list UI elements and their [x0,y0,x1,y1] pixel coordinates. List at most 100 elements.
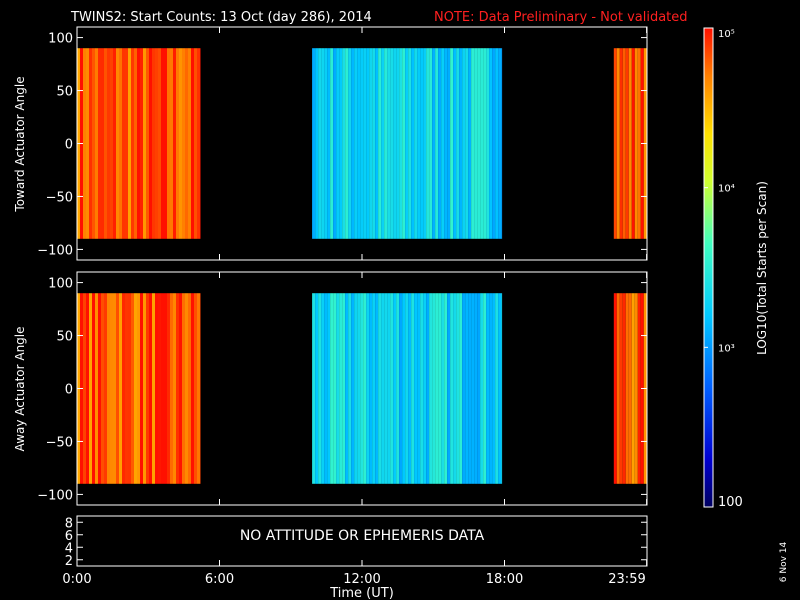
heatmap-cell [86,48,89,239]
heatmap-cell [486,48,490,239]
x-tick-label: 18:00 [486,572,523,587]
toward-y-axis-label: Toward Actuator Angle [13,76,27,212]
heatmap-cell [637,48,641,239]
heatmap-cell [390,293,394,484]
heatmap-cell [342,293,346,484]
heatmap-cell [456,48,460,239]
heatmap-cell [384,293,388,484]
heatmap-cell [98,293,101,484]
heatmap-cell [477,293,481,484]
heatmap-cell [432,48,436,239]
heatmap-cell [149,48,152,239]
y-tick-label: 50 [56,85,73,100]
y-tick-label: 100 [48,277,73,292]
heatmap-cell [98,48,101,239]
heatmap-cell [89,48,92,239]
heatmap-cell [324,293,328,484]
heatmap-cell [465,48,469,239]
side-date: 6 Nov 14 [779,541,789,582]
heatmap-cell [185,293,188,484]
heatmap-cell [113,293,116,484]
colorbar-tick-label: 100 [718,495,743,510]
heatmap-cell [444,293,448,484]
heatmap-cell [456,293,460,484]
heatmap-cell [339,293,343,484]
heatmap-cell [480,293,484,484]
heatmap-cell [426,293,430,484]
heatmap-cell [143,293,146,484]
colorbar-tick-label: 10³ [718,343,735,354]
heatmap-cell [116,48,119,239]
heatmap-cell [417,48,421,239]
preliminary-note: NOTE: Data Preliminary - Not validated [434,10,688,25]
heatmap-cell [420,48,424,239]
heatmap-cell [477,48,481,239]
y-tick-label: −100 [37,243,73,258]
y-tick-label: 0 [65,383,73,398]
x-axis-label: Time (UT) [329,586,394,600]
heatmap-cell [170,48,173,239]
x-tick-label: 12:00 [343,572,380,587]
heatmap-cell [622,48,626,239]
colorbar-ticks: 100 10³ 10⁴ 10⁵ [704,27,743,510]
heatmap-cell [200,293,201,484]
heatmap-cell [411,48,415,239]
heatmap-cell [393,293,397,484]
heatmap-cell [465,293,469,484]
heatmap-cell [360,293,364,484]
info-tick-label: 2 [65,554,73,569]
heatmap-cell [459,293,463,484]
heatmap-cell [315,48,319,239]
heatmap-cell [354,48,358,239]
heatmap-cell [354,293,358,484]
heatmap-cell [489,48,493,239]
heatmap-cell [489,293,493,484]
heatmap-cell [447,48,451,239]
away-heatmap-cells [77,293,648,484]
colorbar-gradient [703,27,714,508]
heatmap-cell [366,293,370,484]
heatmap-cell [628,48,632,239]
heatmap-cell [387,48,391,239]
heatmap-cell [438,293,442,484]
heatmap-cell [447,293,451,484]
heatmap-cell [498,48,502,239]
y-tick-label: 50 [56,330,73,345]
heatmap-cell [363,293,367,484]
heatmap-cell [369,293,373,484]
heatmap-cell [155,293,158,484]
heatmap-cell [462,48,466,239]
heatmap-cell [194,293,197,484]
heatmap-cell [402,293,406,484]
heatmap-cell [321,293,325,484]
heatmap-cell [324,48,328,239]
heatmap-cell [486,293,490,484]
heatmap-cell [480,48,484,239]
heatmap-cell [471,48,475,239]
heatmap-cell [423,48,427,239]
heatmap-cell [110,48,113,239]
heatmap-cell [167,293,170,484]
heatmap-cell [107,293,110,484]
heatmap-cell [188,48,191,239]
heatmap-cell [140,293,143,484]
heatmap-cell [381,293,385,484]
heatmap-cell [158,48,161,239]
heatmap-cell [116,293,119,484]
heatmap-cell [197,293,200,484]
heatmap-cell [200,48,201,239]
heatmap-cell [191,48,194,239]
heatmap-cell [426,48,430,239]
heatmap-cell [164,48,167,239]
heatmap-cell [330,293,334,484]
colorbar-tick-label: 10⁵ [718,29,735,40]
heatmap-cell [423,293,427,484]
heatmap-cell [450,48,454,239]
heatmap-cell [429,293,433,484]
heatmap-cell [375,293,379,484]
heatmap-cell [101,48,104,239]
toward-y-ticks: 100 50 0 −50 −100 [37,27,648,260]
heatmap-cell [321,48,325,239]
heatmap-cell [92,48,95,239]
